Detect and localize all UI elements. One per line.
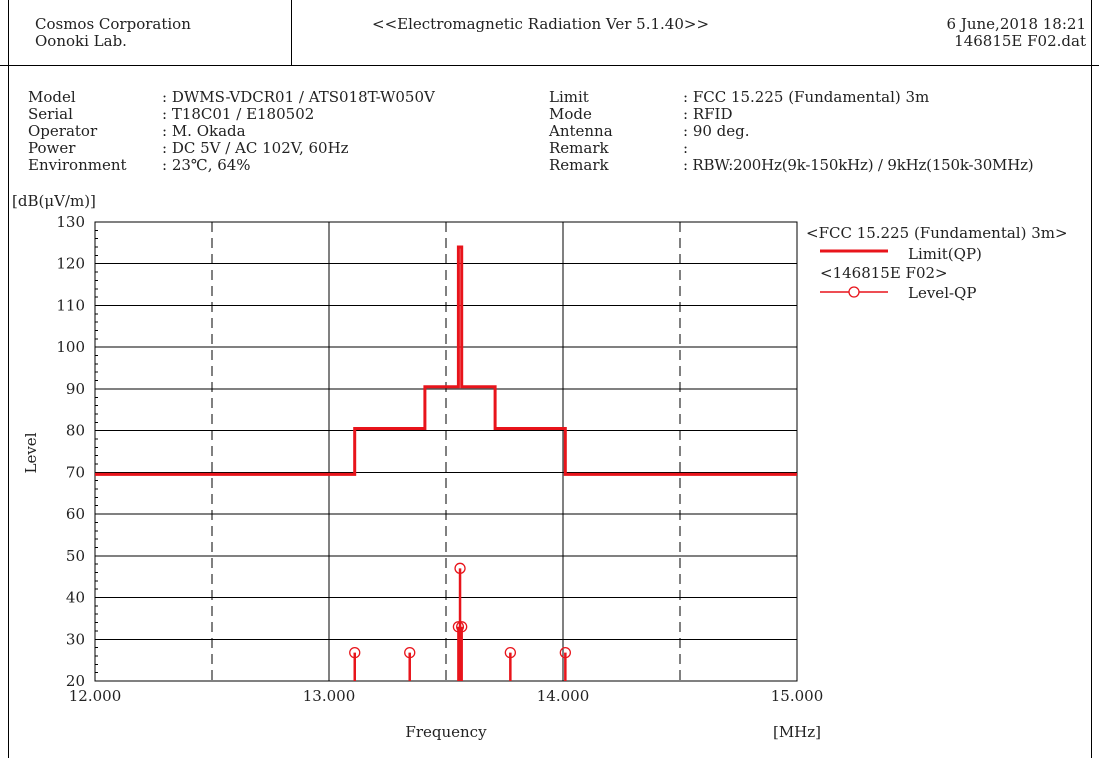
info-value-limit: : FCC 15.225 (Fundamental) 3m — [683, 88, 930, 106]
legend-layer: <FCC 15.225 (Fundamental) 3m> Limit(QP)<1… — [806, 224, 1068, 302]
legend-group-limit: <FCC 15.225 (Fundamental) 3m> — [806, 224, 1068, 242]
y-axis-label: Level — [22, 432, 40, 473]
header-company-divider — [291, 0, 292, 65]
header-bottom-border — [0, 65, 1099, 66]
y-tick-label: 20 — [66, 672, 85, 690]
data-filename: 146815E F02.dat — [954, 32, 1086, 50]
page-left-border — [8, 0, 9, 758]
x-tick-label: 12.000 — [69, 687, 122, 705]
series-layer — [95, 245, 797, 681]
limit-qp-line — [95, 245, 797, 476]
info-label-model: Model — [28, 88, 76, 106]
info-label-operator: Operator — [28, 122, 98, 140]
info-value-model: : DWMS-VDCR01 / ATS018T-W050V — [162, 88, 435, 106]
level-qp-marker — [454, 562, 466, 574]
y-tick-label: 130 — [56, 213, 85, 231]
grid-layer — [94, 221, 798, 682]
info-value-remark-2: : RBW:200Hz(9k-150kHz) / 9kHz(150k-30MHz… — [683, 156, 1034, 174]
info-label-remark-1: Remark — [549, 139, 609, 157]
y-tick-label: 80 — [66, 422, 85, 440]
info-label-antenna: Antenna — [549, 122, 613, 140]
legend-item-level: Level-QP — [908, 284, 976, 302]
y-tick-label: 50 — [66, 547, 85, 565]
level-qp-marker — [559, 646, 571, 659]
y-tick-label: 30 — [66, 630, 85, 648]
report-datetime: 6 June,2018 18:21 — [946, 15, 1086, 33]
level-qp-marker — [456, 621, 468, 633]
plot-frame — [94, 221, 798, 682]
level-qp-marker — [349, 646, 361, 659]
report-title: <<Electromagnetic Radiation Ver 5.1.40>> — [372, 15, 710, 33]
lab-name: Oonoki Lab. — [35, 32, 127, 50]
info-label-mode: Mode — [549, 105, 592, 123]
y-tick-label: 110 — [56, 296, 85, 314]
page-right-border — [1091, 0, 1092, 758]
y-axis-unit: [dB(μV/m)] — [12, 192, 96, 210]
y-tick-label: 120 — [56, 255, 85, 273]
level-qp-marker — [504, 646, 517, 659]
x-tick-label: 13.000 — [303, 687, 356, 705]
info-value-power: : DC 5V / AC 102V, 60Hz — [162, 139, 349, 157]
info-value-antenna: : 90 deg. — [683, 122, 750, 140]
company-name: Cosmos Corporation — [35, 15, 191, 33]
y-tick-label: 90 — [66, 380, 85, 398]
info-label-environment: Environment — [28, 156, 127, 174]
axis-layer: 20 30 40 50 60 70 80 90 100 110 120 130 12.000 13.000… — [12, 192, 823, 741]
x-axis-unit: [MHz] — [773, 723, 821, 741]
y-tick-label: 100 — [56, 338, 85, 356]
info-value-remark-1: : — [683, 139, 689, 157]
info-value-operator: : M. Okada — [162, 122, 246, 140]
y-tick-label: 40 — [66, 589, 85, 607]
x-tick-label: 14.000 — [537, 687, 590, 705]
legend-level-marker — [848, 286, 860, 298]
level-qp-marker — [404, 646, 416, 659]
info-label-remark-2: Remark — [549, 156, 609, 174]
y-tick-label: 60 — [66, 505, 85, 523]
info-value-serial: : T18C01 / E180502 — [162, 105, 315, 123]
legend-group-level: <146815E F02> — [820, 264, 948, 282]
x-tick-label: 15.000 — [771, 687, 824, 705]
x-axis-label: Frequency — [405, 723, 487, 741]
y-tick-label: 70 — [66, 463, 85, 481]
info-label-serial: Serial — [28, 105, 73, 123]
legend-item-limit: Limit(QP) — [908, 245, 982, 263]
level-qp-marker — [452, 621, 465, 633]
info-label-limit: Limit — [549, 88, 589, 106]
info-value-mode: : RFID — [683, 105, 733, 123]
info-label-power: Power — [28, 139, 76, 157]
info-value-environment: : 23℃, 64% — [162, 156, 251, 174]
